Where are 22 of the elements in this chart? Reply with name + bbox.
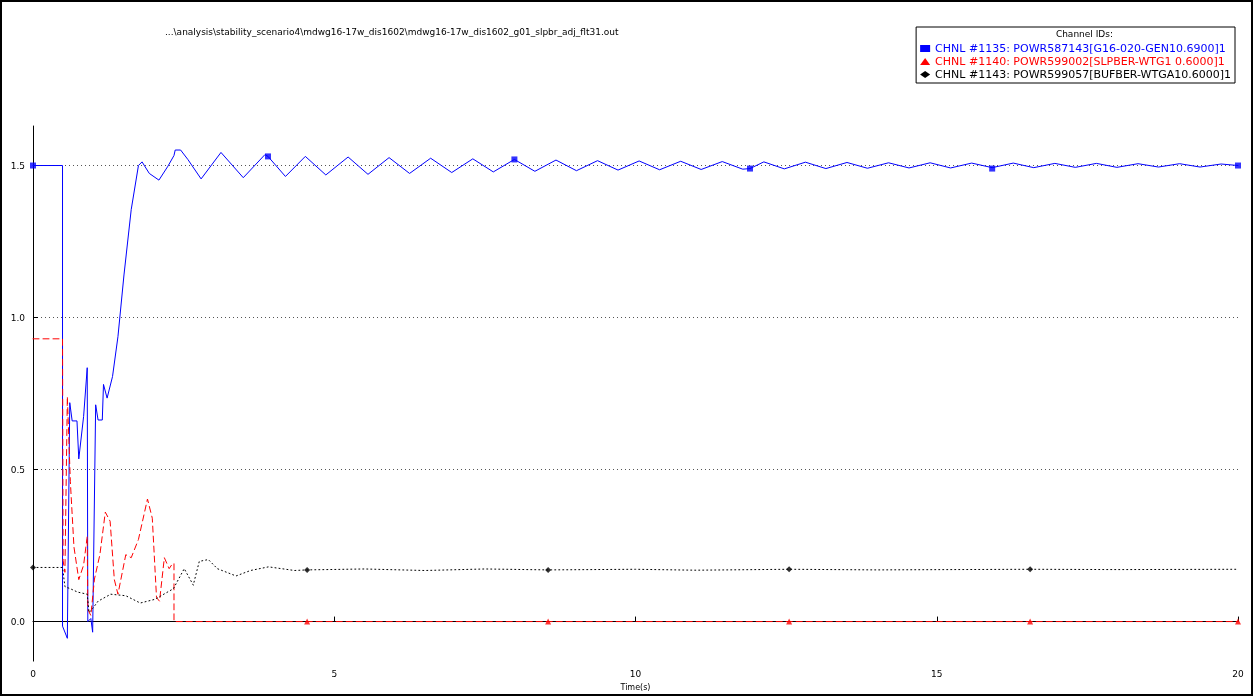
point <box>786 618 793 625</box>
point <box>1027 618 1034 625</box>
legend-label: CHNL #1143: POWR599057[BUFBER-WTGA10.6000]1 <box>935 68 1232 81</box>
x-tick-label: 20 <box>1232 668 1244 679</box>
y-tick-label: 0.5 <box>10 464 25 475</box>
x-tick-label: 10 <box>629 668 642 679</box>
x-tick-label: 15 <box>931 668 943 679</box>
line-series <box>32 338 1239 623</box>
x-tick-label: 0 <box>30 668 37 679</box>
line-series <box>32 149 1239 639</box>
y-tick-label: 0.0 <box>10 616 26 627</box>
x-tick-label: 5 <box>331 668 338 679</box>
y-tick-label: 1.5 <box>10 160 25 171</box>
legend-title: Channel IDs: <box>1055 28 1114 39</box>
point <box>545 618 552 625</box>
chart-title: ...\analysis\stability_scenario4\mdwg16-17w_dis1602\mdwg16-17w_dis1602_g01_slpbr_adj_flt31.out <box>165 26 619 37</box>
legend-label: CHNL #1140: POWR599002[SLPBER-WTG1 0.6000]1 <box>935 55 1225 68</box>
x-axis-title: Time(s) <box>619 682 651 692</box>
point <box>304 618 311 625</box>
y-tick-label: 1.0 <box>10 312 26 323</box>
line-series <box>32 559 1239 613</box>
legend-label: CHNL #1135: POWR587143[G16-020-GEN10.6900]1 <box>935 42 1226 55</box>
